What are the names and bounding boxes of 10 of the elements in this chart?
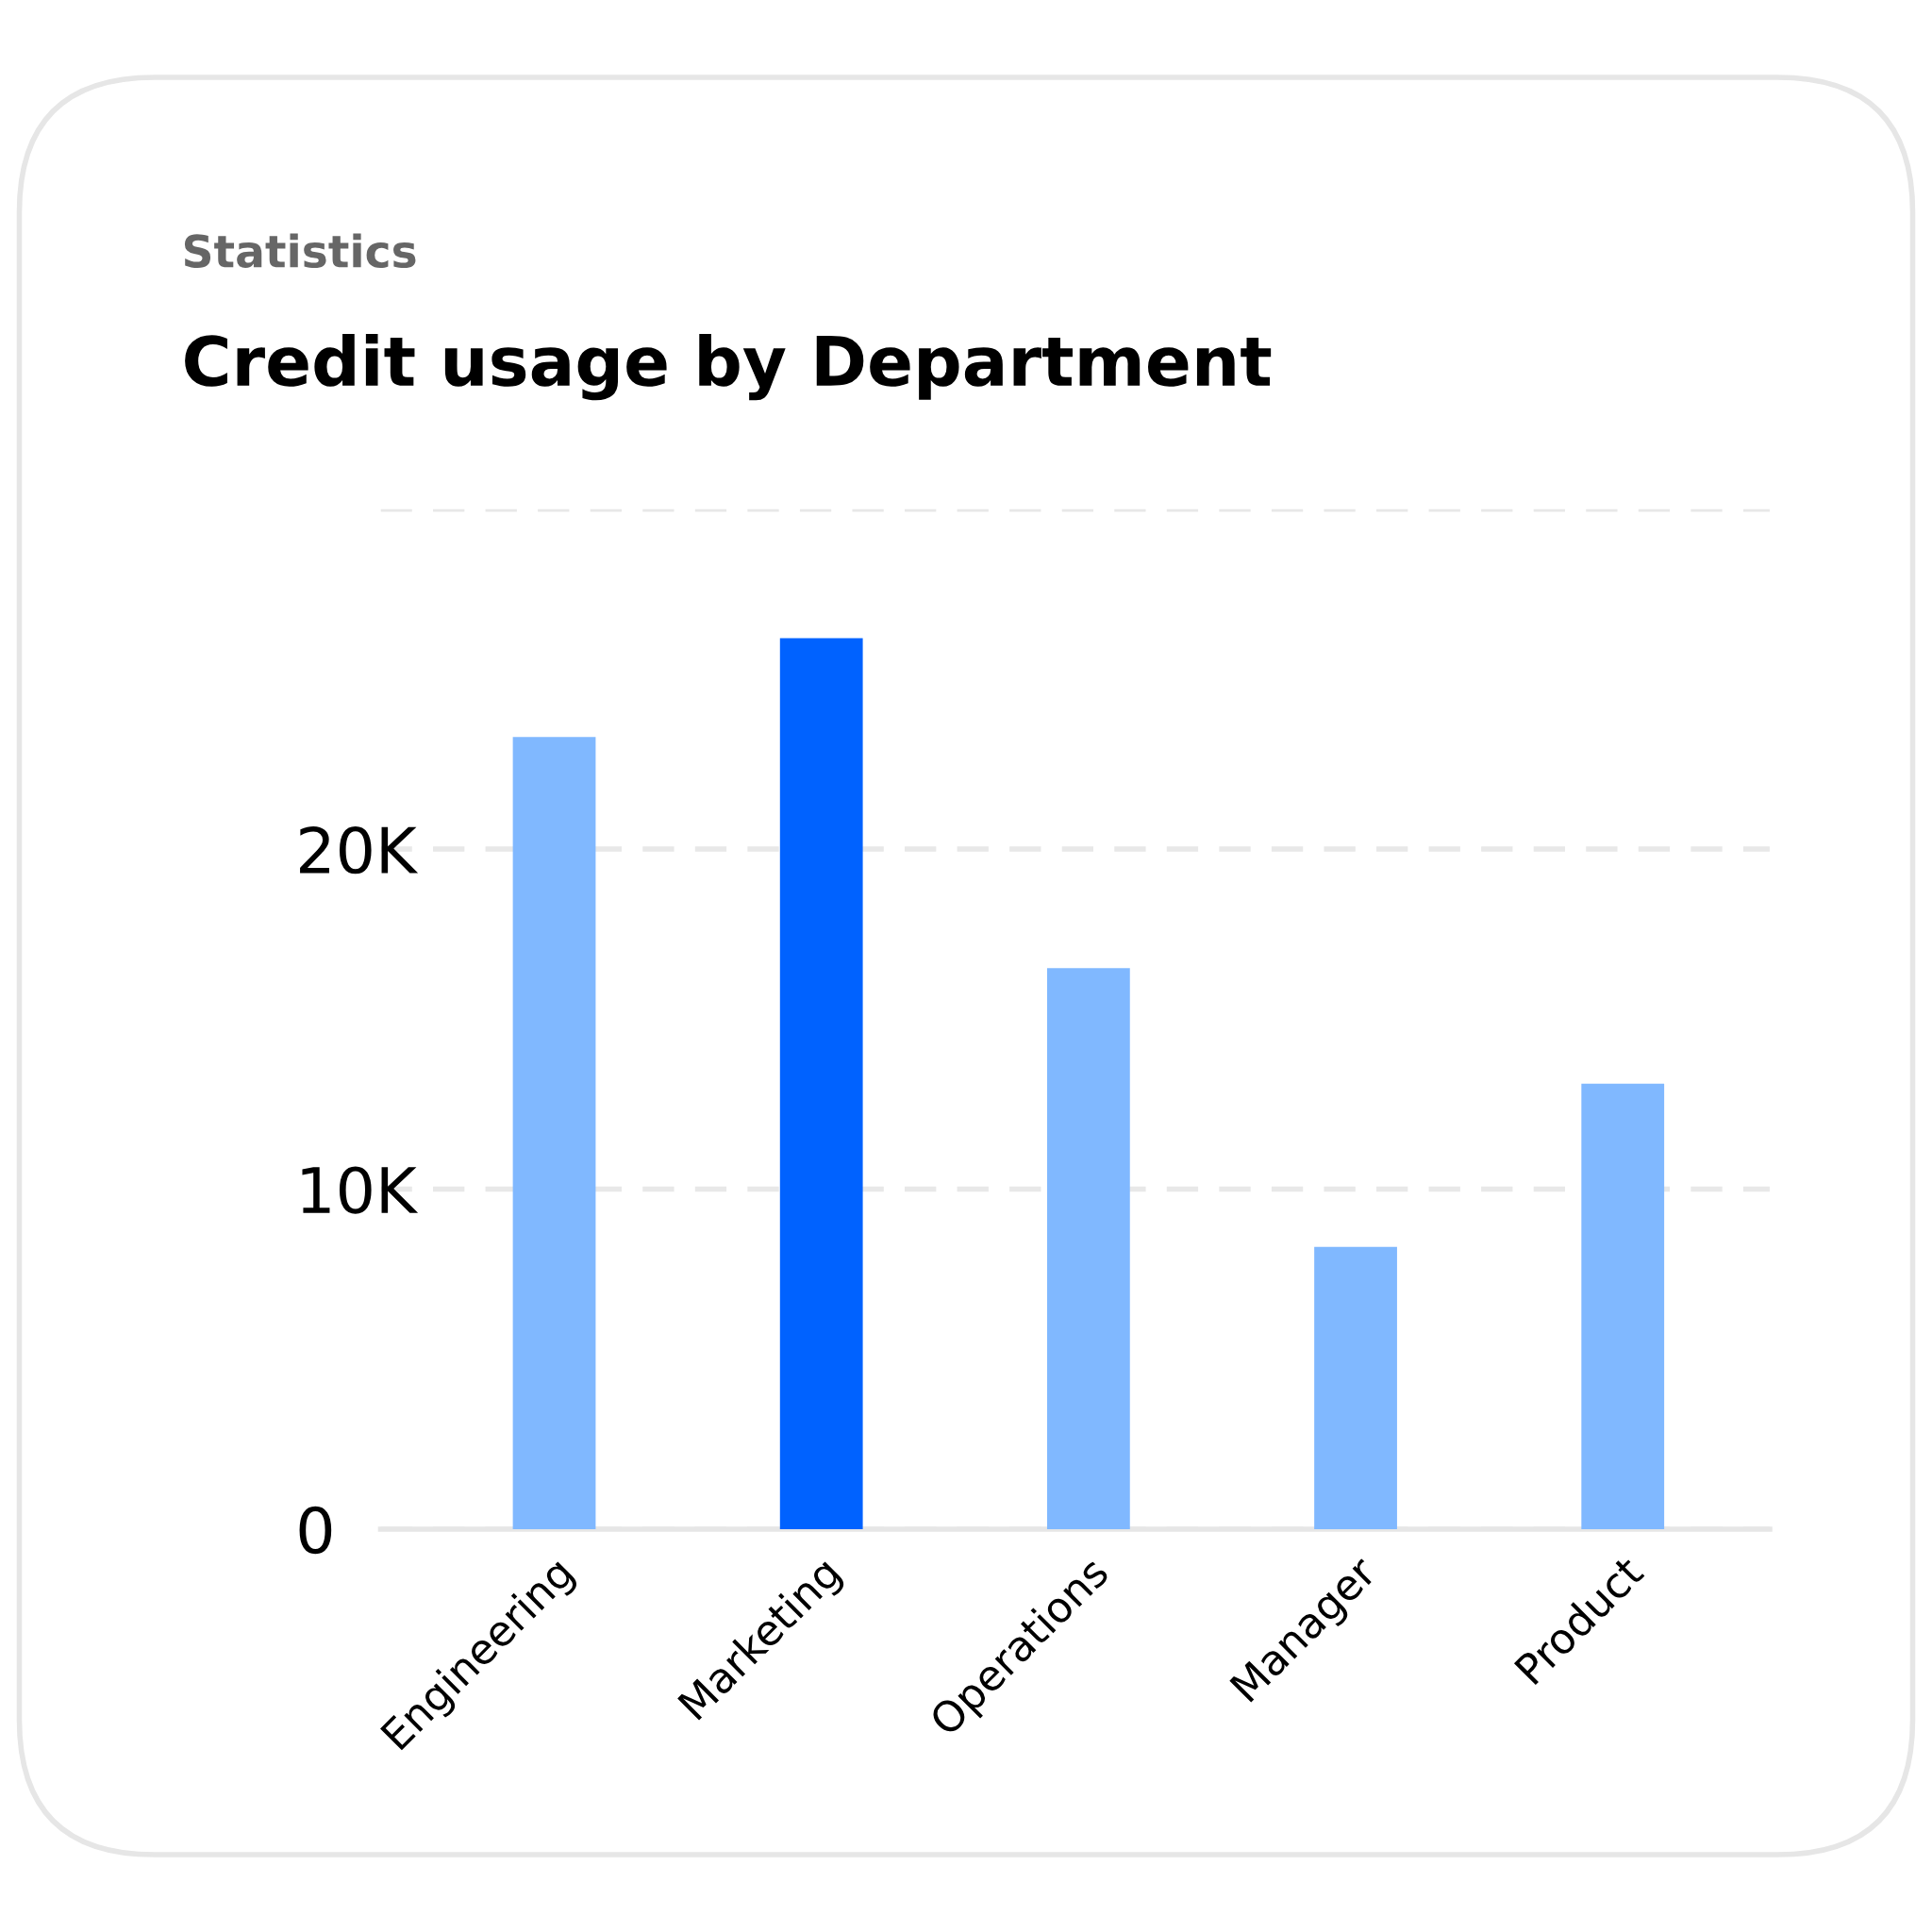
bar [1046, 968, 1130, 1529]
bar [512, 737, 596, 1529]
bar [779, 638, 863, 1529]
y-tick-label: 0 [299, 1506, 332, 1555]
y-tick-label: 20K [300, 825, 419, 874]
y-tick-label: 10K [302, 1166, 419, 1214]
bar [1314, 1246, 1397, 1529]
chart-subtitle: Statistics [184, 233, 416, 269]
chart-title: Credit usage by Department [185, 333, 1272, 401]
bar [1581, 1083, 1665, 1529]
